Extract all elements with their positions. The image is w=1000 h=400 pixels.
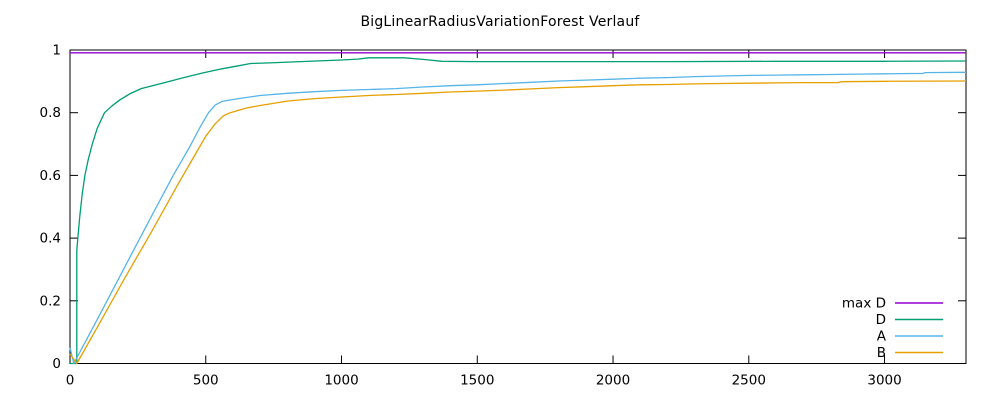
chart-title: BigLinearRadiusVariationForest Verlauf [360, 14, 640, 30]
x-tick-label: 2000 [596, 373, 630, 389]
series-line-d [70, 57, 967, 365]
legend-label-a: A [877, 329, 887, 345]
legend-label-max-d: max D [842, 296, 886, 312]
y-tick-label: 0.2 [40, 293, 61, 309]
series-line-b [69, 80, 967, 365]
legend-label-d: D [876, 312, 886, 328]
x-tick-label: 1000 [324, 373, 358, 389]
y-tick-label: 0.4 [40, 231, 61, 247]
y-tick-label: 0.8 [40, 105, 61, 121]
plot-border [69, 49, 967, 364]
x-tick-label: 3000 [867, 373, 901, 389]
x-tick-label: 500 [193, 373, 219, 389]
x-tick-label: 2500 [732, 373, 766, 389]
x-tick-label: 0 [66, 373, 75, 389]
y-tick-label: 0.6 [40, 168, 61, 184]
x-tick-label: 1500 [460, 373, 494, 389]
y-tick-label: 1 [52, 43, 61, 59]
series-line-a [69, 71, 967, 365]
y-tick-label: 0 [52, 356, 61, 372]
legend-label-b: B [877, 345, 886, 361]
